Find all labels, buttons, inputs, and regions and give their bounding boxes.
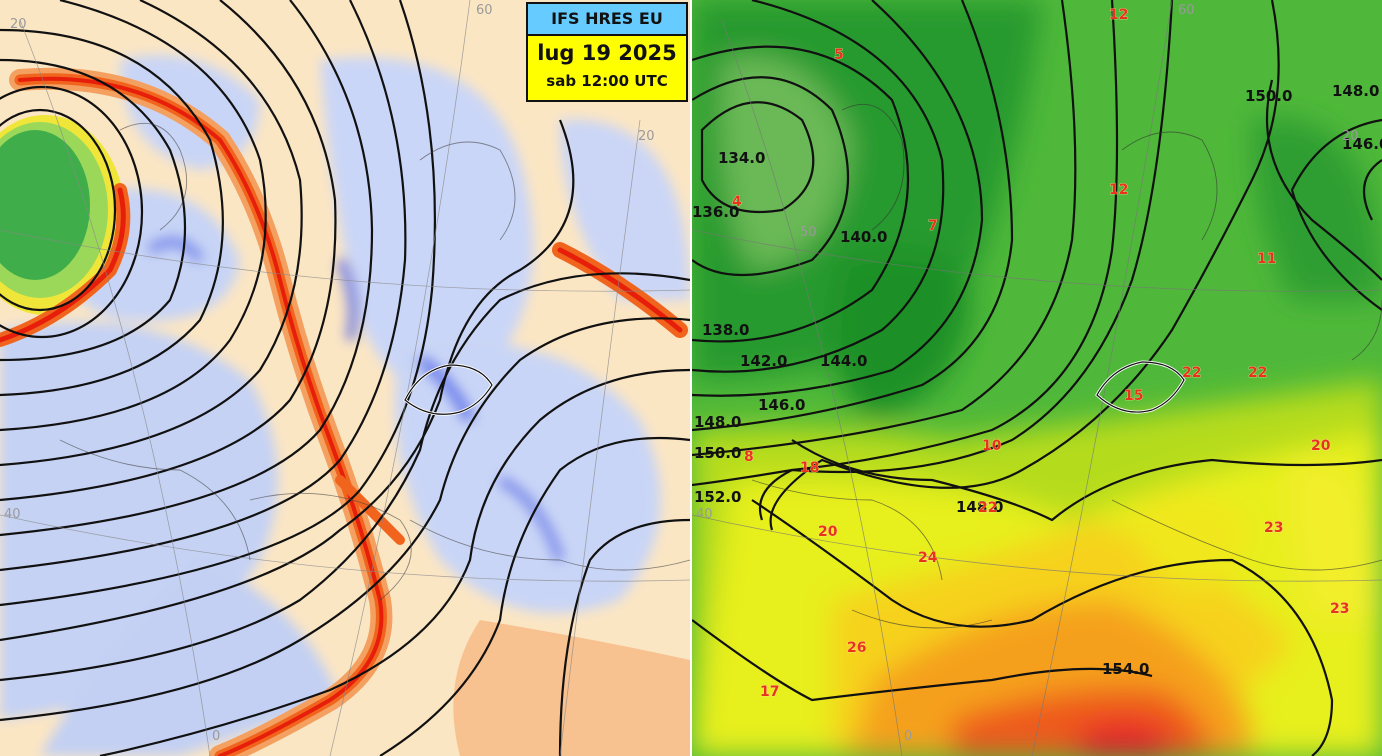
temperature-label: 20	[818, 524, 838, 540]
forecast-time: sab 12:00 UTC	[546, 72, 668, 90]
height-label: 142.0	[740, 352, 787, 370]
left-orange-shading	[453, 620, 690, 756]
panel-divider	[690, 0, 692, 756]
left-grid-label-40: 40	[4, 507, 21, 522]
right-grid-label-40: 40	[696, 507, 713, 522]
right-height-contours	[692, 0, 1382, 756]
left-graticule	[0, 0, 690, 756]
height-label: 138.0	[702, 321, 749, 339]
height-label: 148.0	[956, 498, 1003, 516]
height-label: 152.0	[694, 488, 741, 506]
temperature-label: 8	[744, 449, 754, 465]
model-name: IFS HRES EU	[528, 4, 686, 36]
height-label: 146.0	[1342, 135, 1382, 153]
height-label: 136.0	[692, 203, 739, 221]
right-grid-label-50: 50	[800, 225, 817, 240]
temperature-label: 18	[800, 460, 819, 476]
height-label: 134.0	[718, 149, 765, 167]
right-map-canvas: 134.0 136.0 138.0 140.0 142.0 144.0 146.…	[692, 0, 1382, 756]
right-height-labels: 134.0 136.0 138.0 140.0 142.0 144.0 146.…	[692, 82, 1382, 678]
height-label: 148.0	[694, 413, 741, 431]
left-grid-label-60: 60	[476, 3, 493, 18]
left-height-contours	[0, 0, 690, 756]
temperature-label: 22	[1182, 365, 1201, 381]
right-switzerland-border	[1096, 361, 1185, 413]
left-low-core	[0, 115, 125, 315]
temperature-label: 20	[1311, 438, 1331, 454]
left-map-panel: 20 60 20 40 0 IFS HRES EU lug 19 2025 sa…	[0, 0, 690, 756]
temperature-label: 5	[834, 47, 844, 63]
height-label: 150.0	[694, 444, 741, 462]
temperature-label: 12	[1109, 182, 1128, 198]
right-coastlines	[751, 103, 1382, 629]
temperature-label: 7	[928, 218, 938, 234]
height-label: 144.0	[820, 352, 867, 370]
right-map-panel: 134.0 136.0 138.0 140.0 142.0 144.0 146.…	[692, 0, 1382, 756]
temperature-label: 10	[982, 438, 1002, 454]
left-grid-label-20-top: 20	[10, 17, 27, 32]
forecast-title-box: IFS HRES EU lug 19 2025 sab 12:00 UTC	[526, 2, 688, 102]
temperature-label: 11	[1257, 251, 1276, 267]
right-temperature-labels: 5 4 7 12 12 11 15 22 22 20 10 8 18 20 24…	[732, 7, 1350, 701]
right-temperature-shading	[692, 0, 1382, 756]
height-label: 148.0	[1332, 82, 1379, 100]
right-grid-label-0: 0	[904, 729, 912, 744]
forecast-date: lug 19 2025	[537, 41, 677, 65]
temperature-label: 22	[1248, 365, 1267, 381]
left-map-canvas: 20 60 20 40 0	[0, 0, 690, 756]
left-coastlines	[59, 122, 690, 601]
temperature-label: 4	[732, 194, 742, 210]
left-switzerland-border	[404, 364, 493, 415]
temperature-label: 12	[1109, 7, 1128, 23]
temperature-label: 23	[1264, 520, 1283, 536]
temperature-label: 17	[760, 684, 779, 700]
height-label: 150.0	[1245, 87, 1292, 105]
temperature-label: 26	[847, 640, 866, 656]
left-grid-label-0: 0	[212, 729, 220, 744]
height-label: 146.0	[758, 396, 805, 414]
temperature-label: 24	[918, 550, 938, 566]
height-label: 154.0	[1102, 660, 1149, 678]
left-grid-label-20-right: 20	[638, 129, 655, 144]
temperature-label: 15	[1124, 388, 1143, 404]
height-label: 140.0	[840, 228, 887, 246]
temperature-label: 22	[978, 500, 997, 516]
temperature-label: 23	[1330, 601, 1349, 617]
left-jet-streaks	[0, 67, 688, 756]
right-grid-label-20: 20	[1342, 129, 1359, 144]
right-grid-label-60: 60	[1178, 3, 1195, 18]
